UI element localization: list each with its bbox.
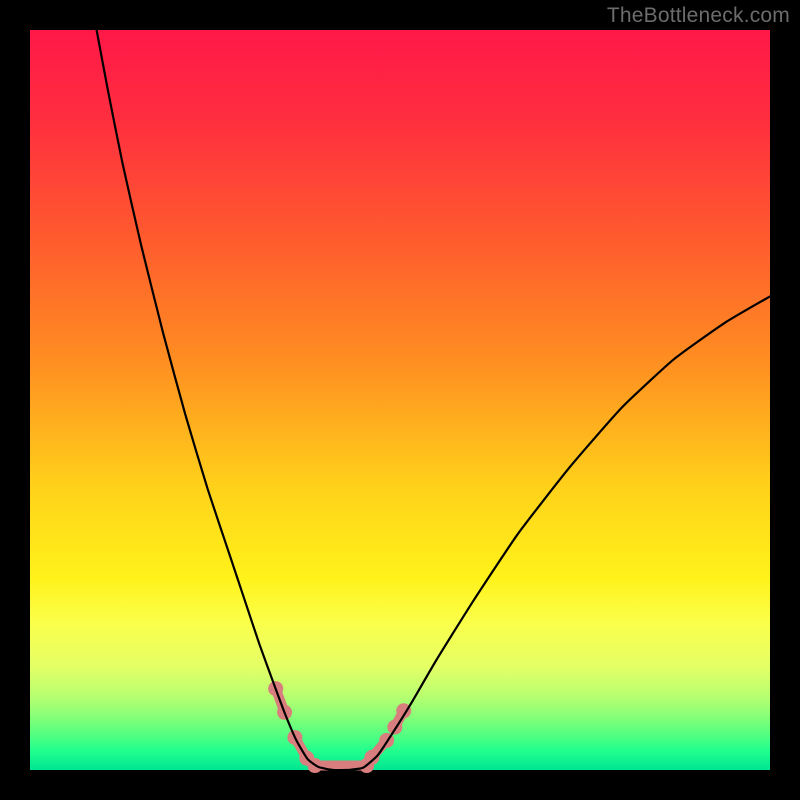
bottleneck-chart	[0, 0, 800, 800]
chart-stage: TheBottleneck.com	[0, 0, 800, 800]
watermark-text: TheBottleneck.com	[607, 4, 790, 28]
gradient-background	[30, 30, 770, 770]
